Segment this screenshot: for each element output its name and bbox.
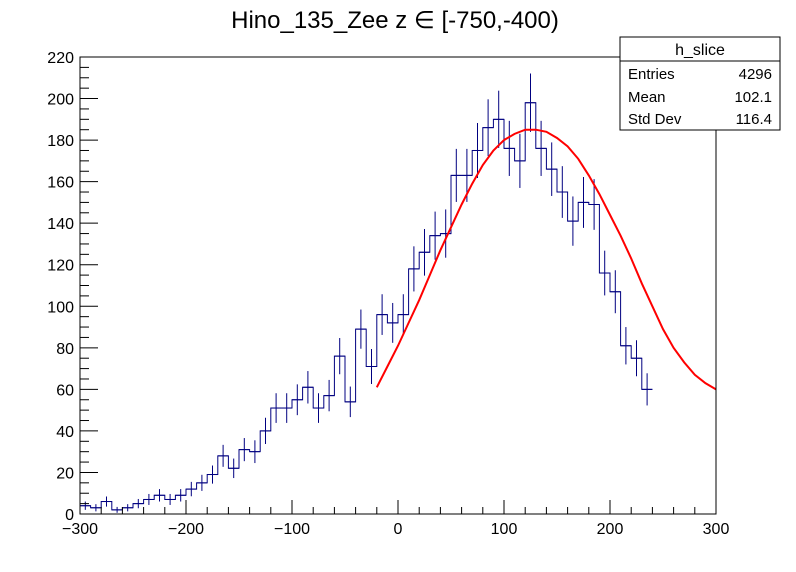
x-tick-label: −100 <box>274 521 310 538</box>
y-tick-label: 220 <box>47 50 74 67</box>
x-tick-label: −200 <box>168 521 204 538</box>
stats-value-mean: 102.1 <box>734 89 772 106</box>
x-tick-label: 300 <box>703 521 730 538</box>
y-tick-label: 140 <box>47 216 74 233</box>
x-tick-label: 100 <box>491 521 518 538</box>
plot-area <box>80 73 717 513</box>
y-tick-label: 100 <box>47 299 74 316</box>
chart-title: Hino_135_Zee z ∈ [-750,-400) <box>231 7 559 34</box>
y-tick-label: 200 <box>47 92 74 109</box>
axes: −300 −200 −100 0 100 200 300 0 20 40 60 80 100 120 140… <box>47 50 729 538</box>
x-tick-label: −300 <box>62 521 98 538</box>
x-tick-label: 200 <box>597 521 624 538</box>
y-tick-label: 40 <box>56 424 74 441</box>
stats-box: h_slice Entries 4296 Mean 102.1 Std Dev … <box>619 36 781 131</box>
y-tick-label: 80 <box>56 341 74 358</box>
stats-box-frame <box>619 36 781 131</box>
stats-box-title: h_slice <box>675 42 725 59</box>
stats-label-mean: Mean <box>628 89 666 106</box>
y-tick-label: 60 <box>56 382 74 399</box>
stats-label-std-dev: Std Dev <box>628 111 682 128</box>
y-tick-label: 0 <box>65 507 74 524</box>
y-tick-label: 180 <box>47 133 74 150</box>
histogram-outline <box>80 102 653 511</box>
y-tick-label: 120 <box>47 258 74 275</box>
stats-value-entries: 4296 <box>739 66 772 83</box>
y-tick-label: 20 <box>56 465 74 482</box>
stats-label-entries: Entries <box>628 66 675 83</box>
y-tick-label: 160 <box>47 175 74 192</box>
fit-curve <box>375 128 717 391</box>
stats-value-std-dev: 116.4 <box>736 111 772 128</box>
x-tick-label: 0 <box>394 521 403 538</box>
